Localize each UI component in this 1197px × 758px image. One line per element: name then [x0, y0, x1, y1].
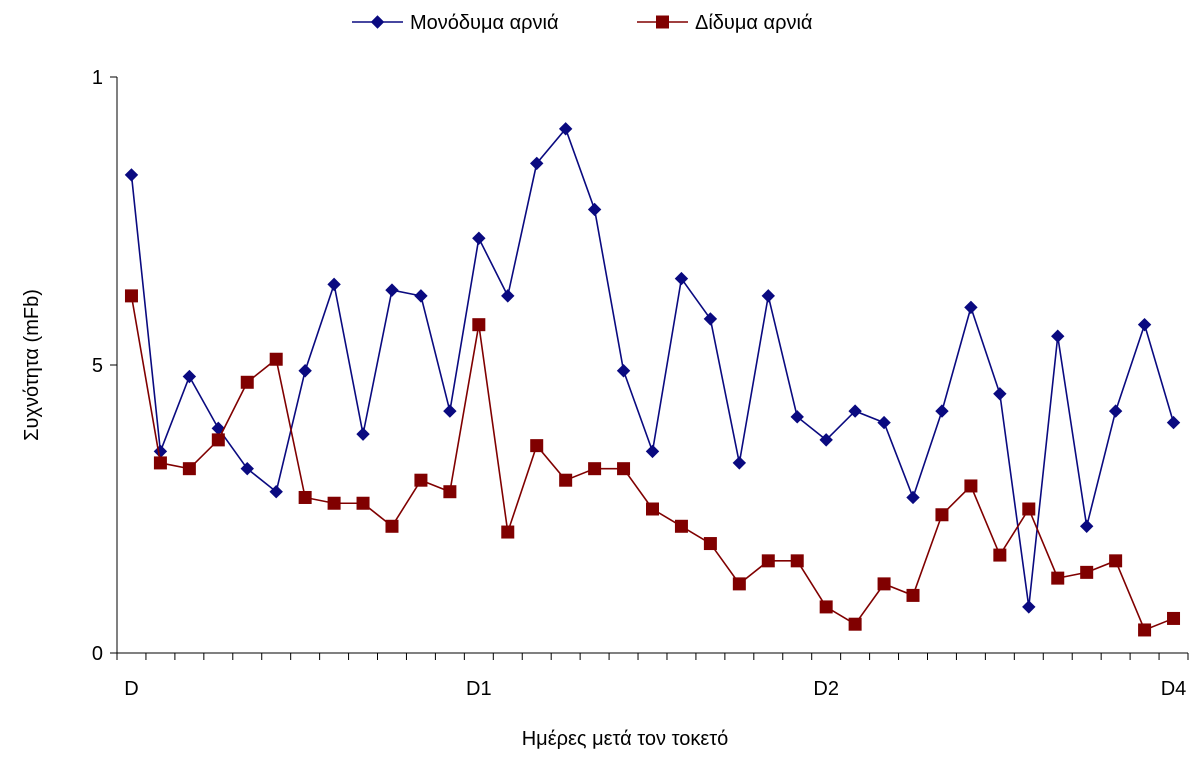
- data-point: [240, 375, 254, 389]
- y-axis-title: Συχνότητα (mFb): [21, 289, 43, 441]
- data-point: [906, 588, 920, 602]
- x-tick-label: D2: [813, 678, 839, 700]
- data-point: [1051, 571, 1065, 585]
- data-point: [356, 496, 370, 510]
- data-point: [588, 462, 602, 476]
- data-point: [1079, 519, 1094, 533]
- data-point: [819, 433, 833, 447]
- data-point: [616, 364, 631, 378]
- data-point: [761, 554, 775, 568]
- data-point: [1138, 623, 1152, 637]
- data-point: [472, 231, 486, 245]
- legend: Μονόδυμα αρνιά Δίδυμα αρνιά: [352, 12, 812, 34]
- x-tick-label: D: [124, 678, 138, 700]
- data-point: [587, 202, 602, 217]
- data-point: [414, 473, 428, 487]
- data-point: [153, 456, 167, 470]
- data-point: [414, 289, 428, 303]
- data-point: [501, 289, 515, 303]
- data-point: [1022, 600, 1036, 614]
- data-point: [327, 496, 341, 510]
- data-point: [1080, 565, 1094, 579]
- legend-item-1: Μονόδυμα αρνιά: [352, 12, 559, 34]
- y-tick-label: 0: [92, 643, 103, 665]
- data-point: [1166, 415, 1181, 430]
- data-point: [732, 577, 746, 591]
- data-point: [848, 404, 862, 418]
- data-point: [530, 156, 544, 171]
- data-point: [124, 168, 139, 182]
- data-point: [443, 485, 457, 499]
- data-point: [703, 312, 718, 326]
- series-2: [124, 289, 1181, 637]
- data-point: [153, 444, 168, 459]
- data-point: [703, 537, 717, 551]
- legend-item-2: Δίδυμα αρνιά: [637, 12, 812, 34]
- data-point: [558, 122, 573, 136]
- data-point: [327, 277, 341, 292]
- data-point: [761, 289, 775, 303]
- data-point: [877, 577, 891, 591]
- data-point: [298, 490, 312, 504]
- legend-label: Μονόδυμα αρνιά: [410, 12, 559, 34]
- data-point: [790, 410, 804, 424]
- data-point: [674, 271, 689, 286]
- data-point: [848, 617, 862, 631]
- data-point: [617, 462, 631, 476]
- data-point: [269, 485, 283, 499]
- y-tick-label: 5: [92, 355, 103, 377]
- data-point: [819, 600, 833, 614]
- data-point: [964, 479, 978, 493]
- axes: 0 5 1 D D1 D2 D4: [92, 67, 1189, 700]
- data-point: [1022, 502, 1036, 516]
- y-tick-label: 1: [92, 67, 103, 89]
- data-point: [298, 364, 312, 378]
- data-point: [1051, 329, 1065, 343]
- x-axis-title: Ημέρες μετά τον τοκετό: [522, 728, 729, 750]
- data-point: [906, 490, 920, 505]
- legend-marker: [370, 15, 385, 29]
- data-point: [935, 508, 949, 522]
- data-point: [1137, 317, 1152, 332]
- series-1: [124, 122, 1181, 614]
- data-point: [674, 519, 688, 533]
- data-point: [385, 283, 399, 297]
- data-point: [240, 461, 254, 476]
- data-point: [559, 473, 573, 487]
- series-line: [130, 295, 1174, 631]
- data-point: [645, 444, 660, 459]
- data-point: [1109, 554, 1123, 568]
- data-point: [385, 519, 399, 533]
- data-point: [124, 289, 138, 303]
- data-point: [530, 439, 544, 453]
- data-point: [501, 525, 515, 539]
- data-point: [1108, 404, 1123, 418]
- series-line: [130, 127, 1175, 608]
- data-point: [211, 433, 225, 447]
- x-tick-label: D4: [1161, 678, 1187, 700]
- data-point: [993, 548, 1007, 562]
- data-point: [1167, 611, 1181, 625]
- data-point: [964, 300, 978, 315]
- data-point: [472, 318, 486, 332]
- data-point: [732, 456, 747, 470]
- data-point: [182, 369, 197, 384]
- legend-label: Δίδυμα αρνιά: [695, 12, 812, 34]
- data-point: [356, 427, 370, 441]
- x-tick-label: D1: [466, 678, 492, 700]
- series-layer: [124, 122, 1181, 637]
- data-point: [877, 415, 891, 430]
- legend-marker: [656, 15, 669, 29]
- data-point: [993, 387, 1007, 401]
- data-point: [790, 554, 804, 568]
- data-point: [269, 352, 283, 366]
- data-point: [443, 404, 457, 418]
- data-point: [182, 462, 196, 476]
- data-point: [646, 502, 659, 516]
- data-point: [935, 404, 949, 418]
